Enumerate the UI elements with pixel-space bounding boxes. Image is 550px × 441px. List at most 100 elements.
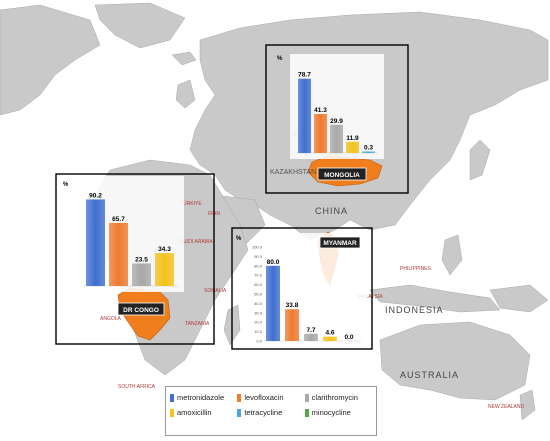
- y-tick-label: 80.0: [254, 263, 263, 268]
- chart-india: % 0.0 10.0 20.0 30.0 40.0 50.0 60.0 70.0 80.0 90.0…: [236, 233, 367, 347]
- legend-swatch: [237, 408, 242, 417]
- legend-label: levofloxacin: [244, 393, 284, 402]
- legend-label: tetracycline: [244, 408, 283, 417]
- myanmar-tag: MYANMAR: [319, 236, 361, 249]
- label-china: CHINA: [315, 206, 348, 216]
- y-tick-label: 0.0: [256, 339, 262, 344]
- data-label: 41.3: [314, 107, 327, 114]
- label-malaysia: MALAYSIA: [358, 294, 383, 300]
- landmass-new-zealand: [519, 389, 536, 421]
- legend-label: clarithromycin: [311, 393, 358, 402]
- mongolia-tag-text: MONGOLIA: [324, 172, 360, 179]
- landmass-iceland: [171, 51, 197, 66]
- data-label: 80.0: [267, 259, 280, 266]
- y-tick-label: 40.0: [254, 301, 263, 306]
- bar-metronidazole: [86, 199, 105, 286]
- legend-label: amoxicillin: [177, 408, 212, 417]
- data-label: 33.8: [286, 302, 299, 309]
- label-australia: AUSTRALIA: [400, 370, 459, 380]
- bar-clarithromycin: [132, 263, 151, 286]
- data-label: 11.9: [346, 135, 359, 142]
- landmass-new-guinea: [489, 284, 549, 313]
- data-label: 29.9: [330, 118, 343, 125]
- legend-swatch: [304, 393, 309, 402]
- label-kazakhstan: KAZAKHSTAN: [270, 169, 316, 176]
- data-label: 78.7: [298, 72, 311, 79]
- data-label: 34.3: [158, 246, 171, 253]
- data-label: 7.7: [306, 327, 315, 334]
- landmass-japan: [469, 139, 491, 181]
- legend-swatch: [237, 393, 242, 402]
- y-tick-label: 10.0: [254, 329, 263, 334]
- mongolia-tag: MONGOLIA: [317, 167, 367, 181]
- y-tick-label: 100.0: [252, 245, 263, 250]
- y-axis-label: %: [236, 236, 242, 242]
- label-indonesia: INDONESIA: [385, 305, 444, 315]
- bar-levofloxacin: [285, 309, 299, 341]
- legend-item-minocycline: minocycline: [304, 408, 372, 417]
- y-tick-label: 30.0: [254, 310, 263, 315]
- y-tick-label: 50.0: [254, 292, 263, 297]
- legend-item-levofloxacin: levofloxacin: [237, 393, 304, 402]
- dr-congo-tag-text: DR CONGO: [123, 307, 159, 314]
- legend-row: [170, 420, 372, 435]
- bar-tetracycline: [362, 151, 375, 153]
- myanmar-tag-text: MYANMAR: [323, 240, 357, 247]
- legend-label: minocycline: [311, 408, 351, 417]
- legend-item-amoxicillin: amoxicillin: [170, 408, 237, 417]
- landmass-indonesia: [369, 284, 501, 313]
- label-tanzania: TANZANIA: [185, 321, 210, 327]
- legend-item-tetracycline: tetracycline: [237, 408, 304, 417]
- label-somalia: SOMALIA: [204, 288, 227, 294]
- y-tick-label: 90.0: [254, 254, 263, 259]
- dr-congo-frame: [55, 173, 215, 345]
- legend-item-clarithromycin: clarithromycin: [304, 393, 372, 402]
- legend-swatch: [170, 408, 174, 417]
- data-label: 90.2: [89, 192, 102, 199]
- bar-amoxicillin: [346, 141, 359, 153]
- legend-swatch: [170, 393, 174, 402]
- data-label: 65.7: [112, 216, 125, 223]
- bar-metronidazole: [266, 265, 280, 341]
- label-turkiye: TÜRKIYE: [180, 200, 202, 207]
- mongolia-frame: [265, 44, 409, 194]
- bar-amoxicillin: [155, 253, 174, 286]
- india-frame: [231, 227, 373, 350]
- legend-row: metronidazole levofloxacin clarithromycin: [170, 390, 372, 405]
- legend-row: amoxicillin tetracycline minocycline: [170, 405, 372, 420]
- label-new-zealand: NEW ZEALAND: [488, 404, 525, 410]
- landmass-greenland: [94, 2, 186, 49]
- y-tick-label: 20.0: [254, 320, 263, 325]
- y-axis-label: %: [63, 182, 69, 188]
- bar-levofloxacin: [109, 222, 128, 286]
- data-label: 23.5: [135, 256, 148, 263]
- label-angola: ANGOLA: [100, 316, 122, 322]
- y-axis-label: %: [277, 56, 283, 62]
- chart-dr-congo: % 90.2 65.7 23.5 34.3: [63, 176, 184, 292]
- bar-amoxicillin: [323, 336, 337, 341]
- landmass-north-america: [0, 4, 101, 116]
- label-south-africa: SOUTH AFRICA: [118, 384, 156, 390]
- y-tick-label: 70.0: [254, 273, 263, 278]
- legend-swatch: [304, 408, 309, 417]
- bar-metronidazole: [298, 78, 311, 153]
- dr-congo-tag: DR CONGO: [117, 302, 165, 316]
- landmass-philippines: [441, 234, 463, 276]
- data-label: 0.0: [344, 334, 353, 341]
- y-tick-label: 60.0: [254, 282, 263, 287]
- bar-clarithromycin: [330, 124, 343, 153]
- landmass-australia: [379, 321, 531, 401]
- label-philippines: PHILIPPINES: [400, 266, 432, 272]
- legend-item-metronidazole: metronidazole: [170, 393, 237, 402]
- bar-clarithromycin: [304, 333, 318, 341]
- legend: metronidazole levofloxacin clarithromycin …: [165, 386, 377, 436]
- label-saudi-arabia: SAUDI ARABIA: [178, 239, 213, 245]
- landmass-uk: [175, 79, 196, 109]
- chart-mongolia: % 78.7 41.329.9 11.9 0.3: [277, 54, 384, 159]
- legend-label: metronidazole: [177, 393, 225, 402]
- data-label: 0.3: [364, 145, 373, 152]
- data-label: 4.6: [325, 330, 334, 337]
- bar-levofloxacin: [314, 113, 327, 153]
